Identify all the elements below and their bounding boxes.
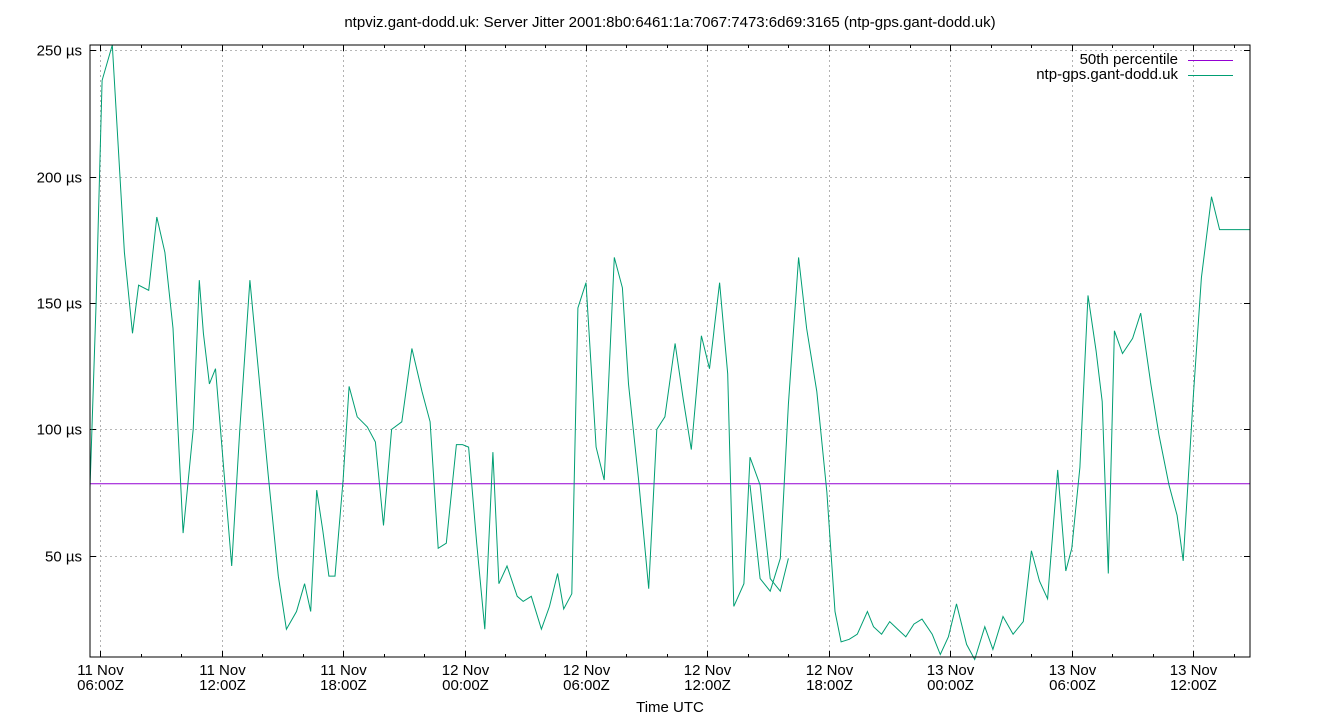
y-tick-label: 250 µs [37, 43, 82, 60]
x-tick-label-date: 11 Nov [320, 662, 367, 679]
x-tick-label-date: 12 Nov [442, 662, 490, 679]
plot-series [89, 44, 1250, 661]
x-tick-label-time: 00:00Z [442, 677, 489, 694]
y-tick-label: 100 µs [37, 422, 82, 439]
x-tick-label-time: 18:00Z [806, 677, 853, 694]
jitter-series-line [89, 44, 789, 631]
x-tick-label-date: 12 Nov [806, 662, 854, 679]
legend: 50th percentile ntp-gps.gant-dodd.uk [1036, 51, 1233, 83]
x-tick-label-date: 13 Nov [1170, 662, 1218, 679]
y-tick-label: 50 µs [45, 549, 82, 566]
x-tick-label-date: 13 Nov [1049, 662, 1097, 679]
y-tick-label: 200 µs [37, 170, 82, 187]
x-tick-label-date: 12 Nov [563, 662, 611, 679]
chart-title: ntpviz.gant-dodd.uk: Server Jitter 2001:… [344, 14, 995, 31]
x-tick-label-date: 12 Nov [684, 662, 732, 679]
x-tick-label-time: 06:00Z [1049, 677, 1096, 694]
y-tick-label: 150 µs [37, 296, 82, 313]
x-tick-label-date: 11 Nov [199, 662, 246, 679]
y-axis-ticks: 50 µs 100 µs 150 µs 200 µs 250 µs [37, 43, 1250, 566]
x-tick-label-time: 06:00Z [563, 677, 610, 694]
x-tick-label-time: 12:00Z [684, 677, 731, 694]
x-tick-label-time: 12:00Z [1170, 677, 1217, 694]
grid-lines [90, 45, 1250, 657]
x-tick-label-date: 13 Nov [927, 662, 975, 679]
x-tick-label-time: 12:00Z [199, 677, 246, 694]
x-tick-label-date: 11 Nov [77, 662, 124, 679]
legend-label-ntp-gps: ntp-gps.gant-dodd.uk [1036, 66, 1178, 83]
plot-frame [89, 44, 1251, 658]
jitter-series-line [749, 196, 1250, 661]
x-tick-label-time: 18:00Z [320, 677, 367, 694]
x-axis-label: Time UTC [636, 699, 704, 716]
x-tick-label-time: 00:00Z [927, 677, 974, 694]
x-tick-label-time: 06:00Z [77, 677, 124, 694]
legend-label-50th-percentile: 50th percentile [1080, 51, 1178, 68]
